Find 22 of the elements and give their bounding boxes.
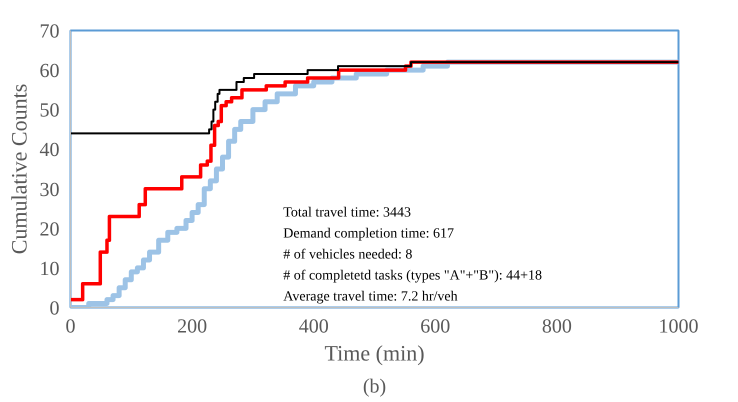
x-axis-title: Time (min) [324,340,425,366]
x-tick-label: 0 [66,316,76,338]
x-tick-label: 200 [177,316,208,338]
annotation: # of vehicles needed: 8 [283,248,412,263]
annotation: Demand completion time: 617 [283,226,454,242]
x-tick-label: 1000 [658,316,698,338]
text: (b) [362,376,386,398]
x-tick-label: 600 [420,316,450,338]
y-tick-label: 40 [40,139,60,162]
y-tick-label: 30 [40,178,60,201]
annotation: # of completetd tasks (types "A"+"B"): 44+18 [283,268,542,284]
y-tick-label: 70 [40,20,60,42]
annotation: Total travel time: 3443 [283,206,412,221]
y-tick-label: 60 [40,60,60,82]
y-tick-label: 20 [40,218,60,240]
y-tick-label: 50 [40,100,60,122]
annotation: Average travel time: 7.2 hr/veh [283,290,458,305]
x-tick-label: 400 [298,316,329,338]
x-tick-label: 800 [542,316,572,338]
y-tick-label: 10 [40,258,60,280]
y-tick-label: 0 [50,298,60,320]
y-axis-title: Cumulative Counts [6,84,32,254]
